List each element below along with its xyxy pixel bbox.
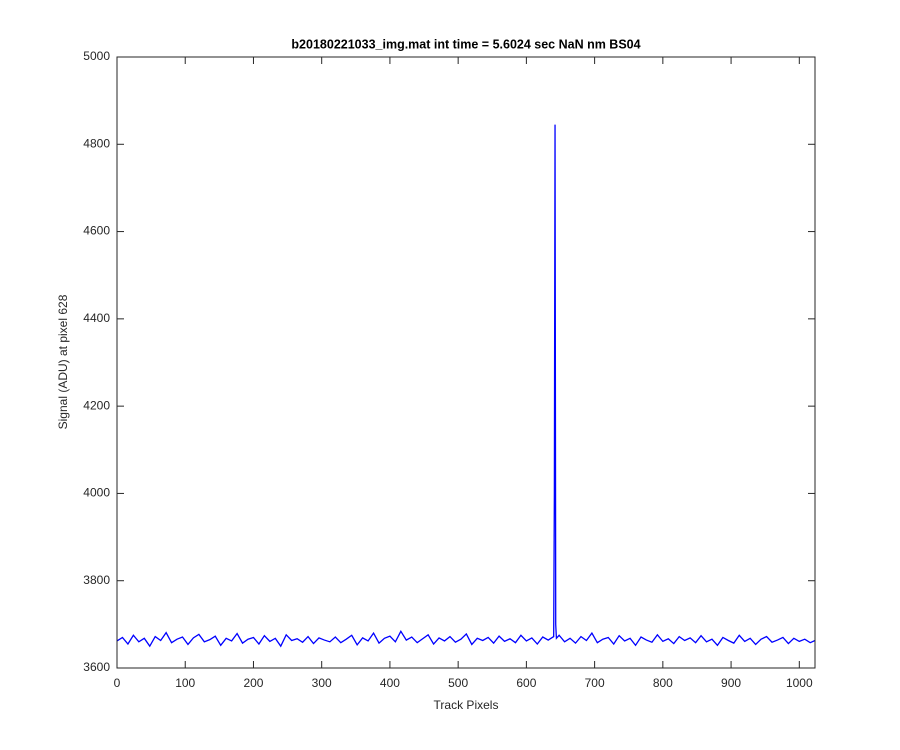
x-tick-label: 0 (114, 676, 121, 690)
x-axis-label: Track Pixels (434, 698, 499, 712)
x-tick-label: 400 (380, 676, 400, 690)
chart-title: b20180221033_img.mat int time = 5.6024 s… (291, 37, 640, 51)
y-tick-label: 3600 (83, 660, 110, 674)
x-tick-label: 700 (585, 676, 605, 690)
x-tick-label: 200 (243, 676, 263, 690)
y-tick-label: 4200 (83, 398, 110, 412)
x-tick-label: 900 (721, 676, 741, 690)
y-tick-label: 5000 (83, 49, 110, 63)
y-tick-label: 4400 (83, 311, 110, 325)
x-tick-label: 100 (175, 676, 195, 690)
x-tick-label: 1000 (786, 676, 813, 690)
x-tick-label: 800 (653, 676, 673, 690)
x-tick-label: 500 (448, 676, 468, 690)
x-tick-label: 600 (516, 676, 536, 690)
x-tick-label: 300 (312, 676, 332, 690)
y-axis-label: Signal (ADU) at pixel 628 (56, 294, 70, 429)
y-tick-label: 4600 (83, 224, 110, 238)
axes-box (116, 56, 816, 669)
y-tick-label: 4000 (83, 486, 110, 500)
y-tick-label: 4800 (83, 136, 110, 150)
y-tick-label: 3800 (83, 573, 110, 587)
plot-area (117, 57, 815, 668)
data-line (116, 124, 816, 648)
